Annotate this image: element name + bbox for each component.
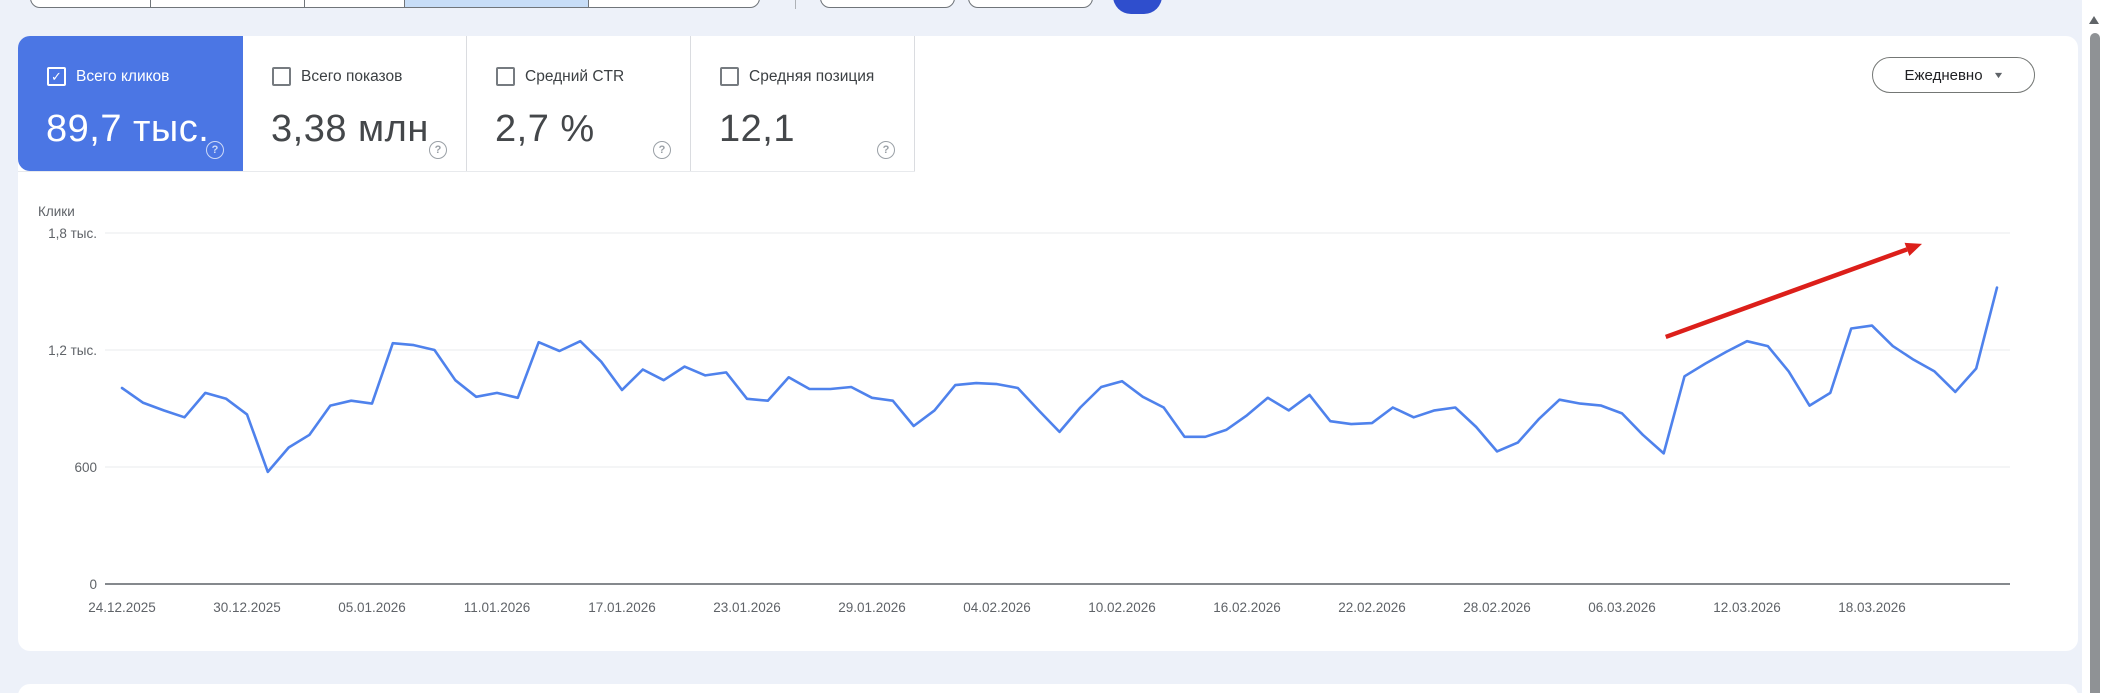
- tile-label: Средняя позиция: [749, 67, 875, 85]
- tile-value: 3,38 млн: [271, 108, 429, 150]
- filter-tab-4-active[interactable]: [404, 0, 590, 7]
- chart-series-line: [120, 286, 1999, 474]
- filter-tab-2[interactable]: [151, 0, 306, 7]
- svg-text:17.01.2026: 17.01.2026: [588, 600, 656, 615]
- tile-label: Всего показов: [301, 67, 403, 85]
- checkbox-unchecked-icon[interactable]: [720, 67, 739, 86]
- svg-text:30.12.2025: 30.12.2025: [213, 600, 281, 615]
- tile-label: Всего кликов: [76, 67, 170, 85]
- svg-text:11.01.2026: 11.01.2026: [464, 600, 531, 615]
- tile-label: Средний CTR: [525, 67, 625, 85]
- help-icon[interactable]: ?: [877, 141, 895, 159]
- chart-axis-labels: 0 600 1,2 тыс. 1,8 тыс. 24.12.2025 30.12.2025…: [48, 226, 1906, 615]
- svg-text:1,8 тыс.: 1,8 тыс.: [48, 226, 97, 241]
- chart-gridlines: [105, 232, 2010, 585]
- scrollbar-thumb[interactable]: [2090, 33, 2100, 693]
- granularity-label: Ежедневно: [1904, 66, 1983, 84]
- scroll-up-icon[interactable]: [2089, 16, 2099, 24]
- help-icon[interactable]: ?: [206, 141, 224, 159]
- svg-text:18.03.2026: 18.03.2026: [1838, 600, 1906, 615]
- svg-text:600: 600: [74, 460, 97, 475]
- checkbox-unchecked-icon[interactable]: [272, 67, 291, 86]
- primary-action-button[interactable]: [1113, 0, 1162, 14]
- svg-text:16.02.2026: 16.02.2026: [1213, 600, 1281, 615]
- next-section-card: [18, 684, 2078, 693]
- tile-value: 12,1: [719, 108, 795, 150]
- svg-text:0: 0: [89, 577, 97, 592]
- chevron-down-icon: ▼: [1991, 70, 2005, 80]
- svg-text:23.01.2026: 23.01.2026: [713, 600, 781, 615]
- tile-total-clicks[interactable]: ✓ Всего кликов 89,7 тыс. ?: [18, 36, 243, 171]
- filter-tab-1[interactable]: [31, 0, 151, 7]
- tile-total-impressions[interactable]: Всего показов 3,38 млн ?: [243, 36, 467, 171]
- svg-text:24.12.2025: 24.12.2025: [88, 600, 156, 615]
- svg-text:1,2 тыс.: 1,2 тыс.: [48, 343, 97, 358]
- metric-tiles: ✓ Всего кликов 89,7 тыс. ? Всего показов…: [18, 36, 915, 172]
- svg-text:10.02.2026: 10.02.2026: [1088, 600, 1156, 615]
- help-icon[interactable]: ?: [653, 141, 671, 159]
- svg-text:04.02.2026: 04.02.2026: [963, 600, 1031, 615]
- help-icon[interactable]: ?: [429, 141, 447, 159]
- tile-average-position[interactable]: Средняя позиция 12,1 ?: [691, 36, 915, 171]
- svg-text:22.02.2026: 22.02.2026: [1338, 600, 1406, 615]
- checkbox-checked-icon[interactable]: ✓: [47, 67, 66, 86]
- filter-tab-3[interactable]: [305, 0, 405, 7]
- chart-y-axis-title: Клики: [38, 204, 75, 219]
- svg-text:12.03.2026: 12.03.2026: [1713, 600, 1781, 615]
- svg-text:06.03.2026: 06.03.2026: [1588, 600, 1656, 615]
- tile-average-ctr[interactable]: Средний CTR 2,7 % ?: [467, 36, 691, 171]
- checkbox-unchecked-icon[interactable]: [496, 67, 515, 86]
- svg-text:05.01.2026: 05.01.2026: [338, 600, 406, 615]
- trend-arrow-annotation: [1664, 242, 1922, 340]
- granularity-dropdown[interactable]: Ежедневно ▼: [1872, 57, 2035, 93]
- svg-text:28.02.2026: 28.02.2026: [1463, 600, 1531, 615]
- svg-text:29.01.2026: 29.01.2026: [838, 600, 906, 615]
- performance-card: ✓ Всего кликов 89,7 тыс. ? Всего показов…: [18, 36, 2078, 651]
- tile-value: 2,7 %: [495, 108, 595, 150]
- tile-value: 89,7 тыс.: [46, 108, 210, 150]
- toolbar-divider: [795, 0, 796, 9]
